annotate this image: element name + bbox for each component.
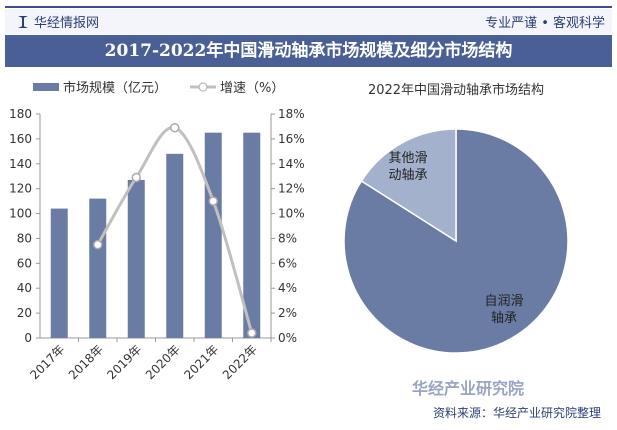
y-tick-label: 80 bbox=[17, 231, 32, 245]
growth-point bbox=[131, 172, 141, 183]
slogan: 专业严谨 • 客观科学 bbox=[485, 16, 605, 31]
legend-line-label: 增速（%） bbox=[220, 81, 284, 96]
x-tick-label: 2019年 bbox=[104, 342, 144, 382]
x-tick-label: 2021年 bbox=[181, 342, 221, 382]
y-tick-label: 180 bbox=[9, 107, 32, 121]
pie-label-self-lubricating: 自润滑轴承 bbox=[484, 294, 524, 326]
brand-name: 华经情报网 bbox=[34, 16, 100, 31]
pie-label-other: 其他滑动轴承 bbox=[388, 151, 428, 183]
y2-tick-label: 2% bbox=[278, 306, 297, 320]
pie-title: 2022年中国滑动轴承市场结构 bbox=[368, 82, 544, 98]
x-tick-label: 2017年 bbox=[27, 342, 67, 382]
y-tick-label: 20 bbox=[17, 306, 32, 320]
y-tick-label: 160 bbox=[9, 132, 32, 146]
bar bbox=[166, 153, 184, 338]
x-tick-label: 2020年 bbox=[143, 342, 183, 382]
top-divider bbox=[5, 6, 612, 8]
bar bbox=[89, 198, 107, 338]
x-tick-label: 2022年 bbox=[220, 342, 260, 382]
growth-point bbox=[208, 196, 218, 206]
growth-point bbox=[247, 328, 257, 338]
y2-tick-label: 10% bbox=[278, 207, 305, 221]
watermark-logo: 华经产业研究院 bbox=[412, 379, 525, 398]
y2-tick-label: 8% bbox=[278, 231, 297, 245]
y2-tick-label: 18% bbox=[278, 107, 305, 121]
legend-bar-label: 市场规模（亿元） bbox=[63, 80, 167, 96]
legend-bar-swatch bbox=[33, 83, 59, 91]
y-tick-label: 140 bbox=[9, 157, 32, 171]
y-tick-label: 40 bbox=[17, 281, 32, 295]
growth-point bbox=[170, 122, 180, 133]
y-tick-label: 100 bbox=[9, 207, 32, 221]
y2-tick-label: 4% bbox=[278, 281, 297, 295]
brand-logo-icon bbox=[18, 16, 28, 28]
y2-tick-label: 14% bbox=[278, 157, 305, 171]
source-note: 资料来源：华经产业研究院整理 bbox=[432, 406, 601, 420]
page-title: 2017-2022年中国滑动轴承市场规模及细分市场结构 bbox=[5, 35, 612, 67]
y-tick-label: 0 bbox=[24, 331, 32, 345]
x-tick-label: 2018年 bbox=[66, 342, 106, 382]
bar bbox=[127, 179, 145, 338]
y-tick-label: 60 bbox=[17, 256, 32, 270]
bar bbox=[50, 208, 68, 338]
pie-slice bbox=[360, 128, 457, 243]
y2-tick-label: 0% bbox=[278, 331, 297, 345]
growth-point bbox=[93, 239, 103, 250]
bar bbox=[243, 132, 261, 338]
y2-tick-label: 16% bbox=[278, 132, 305, 146]
y2-tick-label: 6% bbox=[278, 256, 297, 270]
brand: 华经情报网 bbox=[18, 12, 99, 31]
legend-line-marker bbox=[198, 82, 208, 92]
y-tick-label: 120 bbox=[9, 182, 32, 196]
bar bbox=[204, 132, 222, 338]
header-bar bbox=[5, 9, 612, 34]
y2-tick-label: 12% bbox=[278, 182, 305, 196]
